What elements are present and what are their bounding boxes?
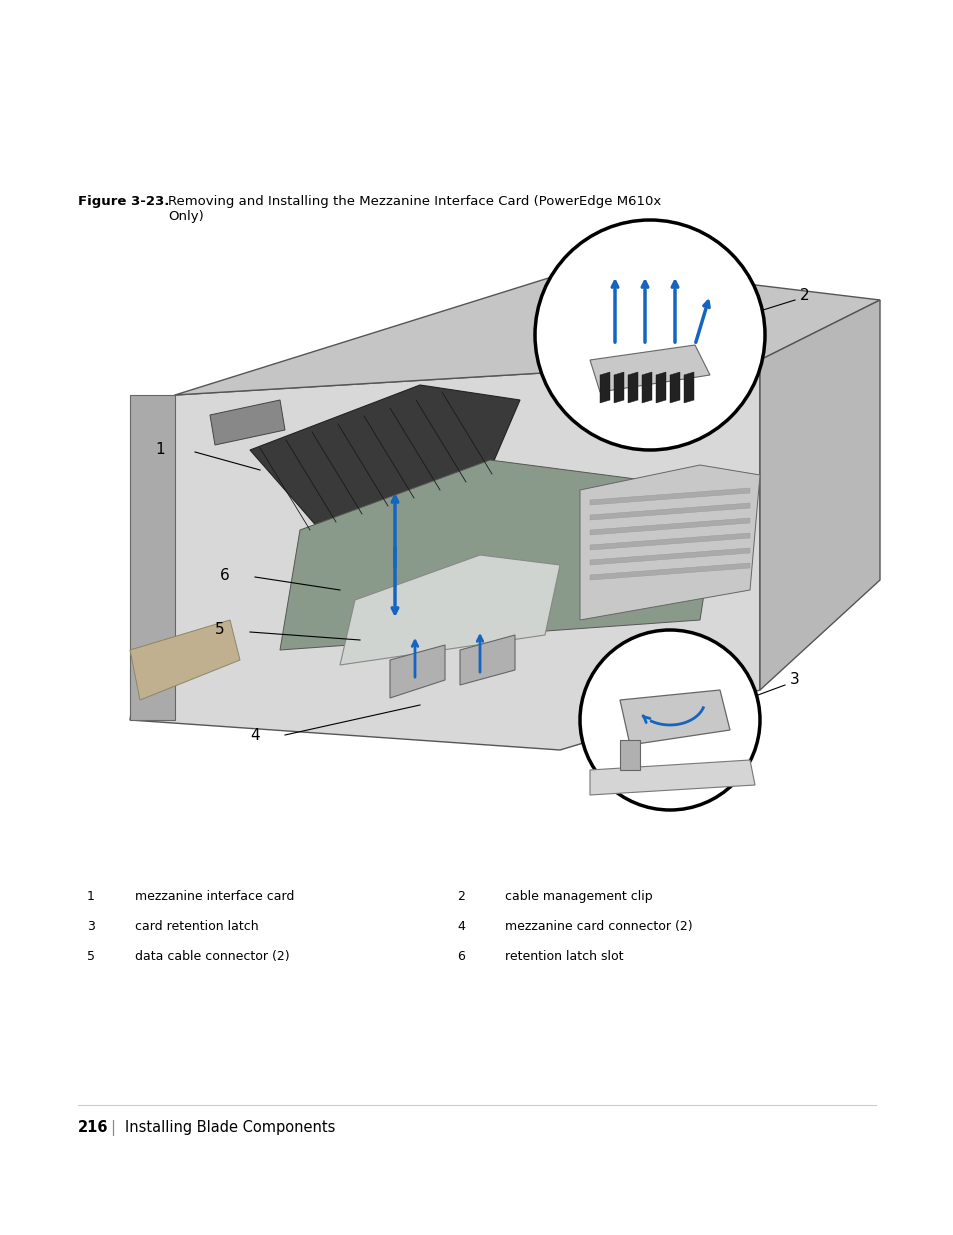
Polygon shape <box>589 548 749 564</box>
Polygon shape <box>579 466 760 620</box>
Text: data cable connector (2): data cable connector (2) <box>135 950 290 963</box>
Text: Figure 3-23.: Figure 3-23. <box>78 195 170 207</box>
Text: retention latch slot: retention latch slot <box>504 950 623 963</box>
Text: mezzanine card connector (2): mezzanine card connector (2) <box>504 920 692 932</box>
Polygon shape <box>589 517 749 535</box>
Polygon shape <box>589 345 709 391</box>
Text: 1: 1 <box>155 442 165 457</box>
Polygon shape <box>589 503 749 520</box>
Polygon shape <box>760 300 879 690</box>
Circle shape <box>579 630 760 810</box>
Polygon shape <box>130 395 174 720</box>
Polygon shape <box>683 372 693 403</box>
Polygon shape <box>174 266 879 395</box>
Polygon shape <box>614 372 623 403</box>
Text: Removing and Installing the Mezzanine Interface Card (PowerEdge M610x
Only): Removing and Installing the Mezzanine In… <box>168 195 660 224</box>
Text: card retention latch: card retention latch <box>135 920 258 932</box>
Polygon shape <box>619 690 729 745</box>
Polygon shape <box>619 740 639 769</box>
Text: 1: 1 <box>87 890 95 903</box>
Polygon shape <box>280 459 720 650</box>
Polygon shape <box>390 645 444 698</box>
Text: 4: 4 <box>250 727 260 742</box>
Polygon shape <box>339 555 559 664</box>
Polygon shape <box>130 620 240 700</box>
Polygon shape <box>589 563 749 580</box>
Text: cable management clip: cable management clip <box>504 890 652 903</box>
Text: |: | <box>110 1120 115 1136</box>
Text: 5: 5 <box>215 622 225 637</box>
Polygon shape <box>459 635 515 685</box>
Polygon shape <box>599 372 609 403</box>
Polygon shape <box>210 400 285 445</box>
Text: 3: 3 <box>87 920 95 932</box>
Text: 6: 6 <box>456 950 464 963</box>
Polygon shape <box>250 385 519 530</box>
Polygon shape <box>589 534 749 550</box>
Polygon shape <box>641 372 651 403</box>
Polygon shape <box>627 372 638 403</box>
Polygon shape <box>589 488 749 505</box>
Text: 6: 6 <box>220 568 230 583</box>
Text: 5: 5 <box>87 950 95 963</box>
Polygon shape <box>669 372 679 403</box>
Text: 3: 3 <box>789 673 799 688</box>
Text: Installing Blade Components: Installing Blade Components <box>125 1120 335 1135</box>
Polygon shape <box>589 760 754 795</box>
Text: 216: 216 <box>78 1120 109 1135</box>
Polygon shape <box>130 359 760 750</box>
Text: 2: 2 <box>456 890 464 903</box>
Text: 2: 2 <box>800 288 809 303</box>
Text: mezzanine interface card: mezzanine interface card <box>135 890 294 903</box>
Polygon shape <box>656 372 665 403</box>
Circle shape <box>535 220 764 450</box>
Text: 4: 4 <box>456 920 464 932</box>
